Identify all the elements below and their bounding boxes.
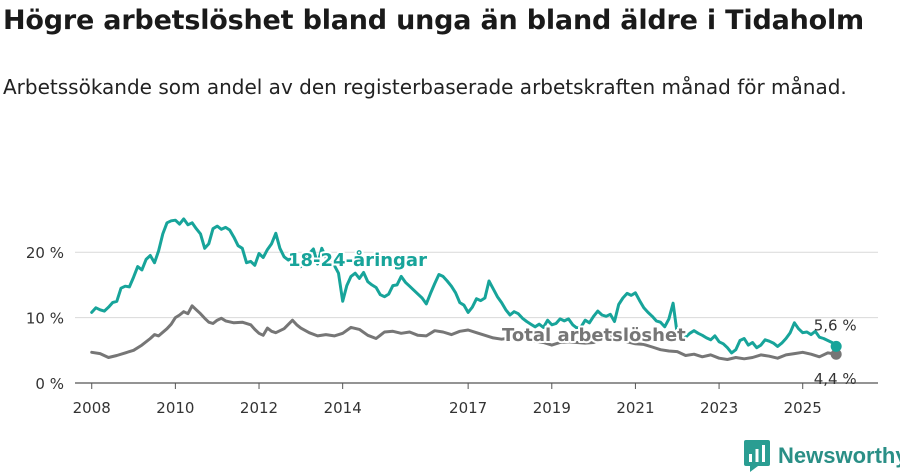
series-line-total (90, 304, 838, 361)
x-tick-label: 2025 (784, 399, 822, 417)
gridlines (75, 251, 878, 384)
y-axis: 0 % 10 % 20 % (26, 244, 64, 393)
x-tick-label: 2012 (240, 399, 278, 417)
y-tick-label: 10 % (26, 310, 64, 328)
x-axis: 2008 2010 2012 2014 2017 2019 2021 2023 2025 (73, 383, 822, 417)
newsworthy-brand[interactable]: Newsworthy (744, 440, 900, 472)
newsworthy-logo-icon (744, 440, 770, 472)
end-label-youth: 5,6 % (814, 316, 857, 334)
series-labels: 4,4 % 5,6 % 18-24-åringar Total arbetslöshe… (286, 247, 857, 388)
series-label-total: Total arbetslöshet (502, 325, 686, 346)
series-lines (90, 217, 842, 361)
x-tick-label: 2021 (616, 399, 654, 417)
series-label-youth: 18-24-åringar (288, 249, 427, 271)
end-point-youth (830, 340, 842, 352)
series-line-youth (90, 217, 838, 355)
brand-name: Newsworthy (778, 443, 900, 468)
x-tick-label: 2008 (73, 399, 111, 417)
chart-title: Högre arbetslöshet bland unga än bland ä… (3, 5, 864, 36)
y-tick-label: 0 % (35, 375, 64, 393)
x-tick-label: 2010 (156, 399, 194, 417)
x-tick-label: 2014 (324, 399, 362, 417)
y-tick-label: 20 % (26, 244, 64, 262)
end-point-total (830, 348, 842, 360)
chart-subtitle: Arbetssökande som andel av den registerb… (3, 75, 847, 99)
x-tick-label: 2017 (449, 399, 487, 417)
x-tick-label: 2019 (533, 399, 571, 417)
end-label-total: 4,4 % (814, 370, 857, 388)
x-tick-label: 2023 (700, 399, 738, 417)
